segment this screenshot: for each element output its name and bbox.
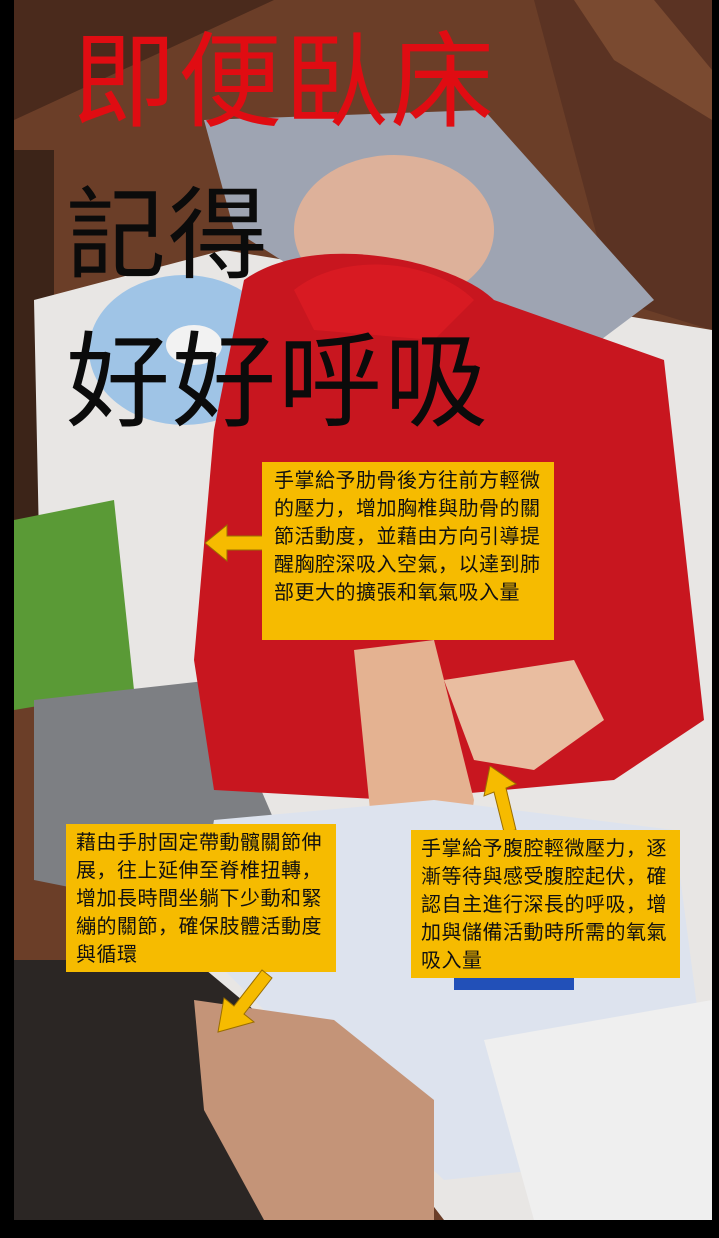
callout-hip: 藉由手肘固定帶動髖關節伸展，往上延伸至脊椎扭轉，增加長時間坐躺下少動和緊繃的關節… xyxy=(66,824,336,972)
arrow-up-icon xyxy=(483,766,518,832)
arrow-down-left-icon xyxy=(217,969,273,1033)
title-line-red: 即便臥床 xyxy=(72,21,497,143)
callout-ribs: 手掌給予肋骨後方往前方輕微的壓力，增加胸椎與肋骨的關節活動度，並藉由方向引導提醒… xyxy=(262,462,554,640)
title-line-breathe: 好好呼吸 xyxy=(66,321,491,443)
callout-abdomen: 手掌給予腹腔輕微壓力，逐漸等待與感受腹腔起伏，確認自主進行深長的呼吸，增加與儲備… xyxy=(411,830,680,978)
arrow-left-icon xyxy=(205,523,265,563)
title-line-remember: 記得 xyxy=(66,177,270,294)
